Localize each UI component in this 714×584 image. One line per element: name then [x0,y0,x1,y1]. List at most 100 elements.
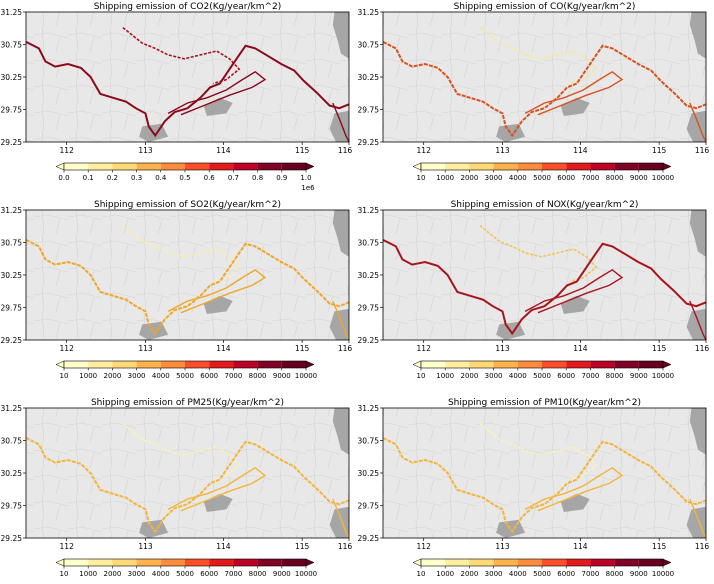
colorbar-segment [614,559,639,566]
colorbar-tick-label: 4000 [509,372,527,380]
tributary-emission-line [479,422,598,481]
colorbar-tick-label: 10000 [652,174,674,182]
colorbar-tick-label: 0.0 [58,174,69,182]
x-tick-label: 115 [652,542,667,551]
colorbar: 10 1000 2000 3000 4000 5000 6000 7000 8000 9000 10… [412,162,674,182]
colorbar-tick-label: 6000 [200,570,218,578]
colorbar-tick-label: 7000 [581,570,599,578]
colorbar: 10 1000 2000 3000 4000 5000 6000 7000 8000 9000 10… [412,360,674,380]
main-river-emission-line [382,437,707,534]
colorbar-tick-label: 5000 [533,174,551,182]
emission-panel: Shipping emission of CO2(Kg/year/km^2) 31… [1,2,353,192]
colorbar-segment [469,163,494,170]
colorbar-segment [566,361,591,368]
road-network [26,210,349,340]
colorbar-tick-label: 10 [417,174,426,182]
loop-channel-emission-line [524,466,624,512]
stream-emission-line [332,300,350,341]
colorbar-segment [493,361,518,368]
tributary-emission-line [122,422,241,481]
y-tick-label: 30.75 [1,239,23,248]
x-tick-label: 116 [695,146,710,155]
x-tick-label: 115 [652,146,667,155]
terrain-shade [686,110,706,142]
colorbar-segment [185,361,210,368]
colorbar-segment [281,163,306,170]
y-tick-label: 29.25 [1,534,23,543]
colorbar-min-extend [55,360,65,369]
colorbar-tick-label: 2000 [460,174,478,182]
y-tick-label: 30.25 [358,271,380,280]
colorbar-max-extend [305,558,315,567]
colorbar-segment [136,361,161,368]
colorbar-max-extend [662,558,672,567]
colorbar: 10 1000 2000 3000 4000 5000 6000 7000 8000 9000 10… [55,360,317,380]
colorbar-segment [445,361,470,368]
x-tick-label: 115 [295,542,310,551]
panel-title: Shipping emission of SO2(Kg/year/km^2) [94,200,281,210]
colorbar-tick-label: 10000 [295,570,317,578]
x-tick-label: 112 [417,344,432,353]
colorbar-segment [88,559,113,566]
colorbar-tick-label: 10000 [652,570,674,578]
colorbar-min-extend [55,162,65,171]
colorbar-tick-label: 0.8 [252,174,263,182]
colorbar-max-extend [662,360,672,369]
colorbar-segment [517,559,542,566]
y-tick-label: 29.25 [358,336,380,345]
colorbar-tick-label: 3000 [485,570,503,578]
colorbar-segment [638,361,663,368]
colorbar-segment [638,559,663,566]
y-tick-label: 31.25 [1,8,23,17]
colorbar-segment [112,163,137,170]
colorbar-segment [590,559,615,566]
x-tick-label: 116 [338,542,353,551]
loop-channel-emission-line [167,70,267,116]
colorbar-tick-label: 10 [417,570,426,578]
y-tick-label: 29.75 [358,502,380,511]
y-tick-label: 29.75 [1,502,23,511]
x-tick-label: 116 [695,344,710,353]
x-tick-label: 116 [338,146,353,155]
terrain-shade [332,408,349,455]
stream-emission-line [332,498,350,539]
colorbar-max-extend [305,162,315,171]
x-tick-label: 112 [60,344,75,353]
x-tick-label: 113 [138,146,153,155]
stream-emission-line [689,300,707,341]
main-river-emission-line [25,41,350,138]
tributary-emission-line [479,224,598,283]
colorbar-tick-label: 5000 [176,570,194,578]
x-tick-label: 114 [573,146,588,155]
main-river-emission-line [382,239,707,336]
y-tick-label: 30.25 [1,271,23,280]
colorbar-segment [257,163,282,170]
y-tick-label: 29.25 [1,336,23,345]
colorbar-segment [421,559,446,566]
x-tick-label: 115 [652,344,667,353]
colorbar: 10 1000 2000 3000 4000 5000 6000 7000 8000 9000 10… [55,558,317,578]
colorbar-segment [614,163,639,170]
colorbar-tick-label: 4000 [509,570,527,578]
colorbar-tick-label: 2000 [103,570,121,578]
tributary-emission-line [479,26,598,85]
colorbar-tick-label: 4000 [152,372,170,380]
colorbar-segment [88,361,113,368]
y-tick-label: 29.25 [1,138,23,147]
y-tick-label: 29.75 [1,304,23,313]
x-tick-label: 114 [216,146,231,155]
stream-emission-line [689,498,707,539]
x-tick-label: 113 [138,344,153,353]
colorbar-tick-label: 10 [417,372,426,380]
terrain-shade [689,12,706,59]
colorbar-segment [445,559,470,566]
colorbar-segment [64,559,89,566]
y-tick-label: 30.75 [1,41,23,50]
colorbar-tick-label: 6000 [557,372,575,380]
x-tick-label: 116 [695,542,710,551]
colorbar-tick-label: 5000 [533,570,551,578]
colorbar-segment [542,361,567,368]
colorbar-segment [421,163,446,170]
colorbar: 0.0 0.1 0.2 0.3 0.4 0.5 0.6 0.7 0.8 0.9 1.0 1e6 [55,162,315,192]
